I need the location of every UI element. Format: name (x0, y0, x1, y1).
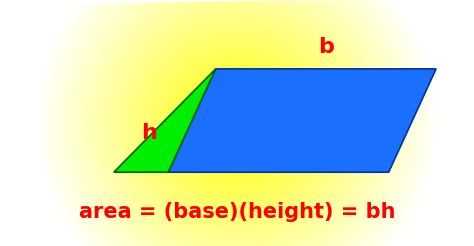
Polygon shape (114, 69, 216, 172)
Polygon shape (168, 69, 436, 172)
Text: h: h (141, 123, 157, 143)
Text: b: b (318, 37, 334, 57)
Text: area = (base)(height) = bh: area = (base)(height) = bh (79, 201, 395, 222)
